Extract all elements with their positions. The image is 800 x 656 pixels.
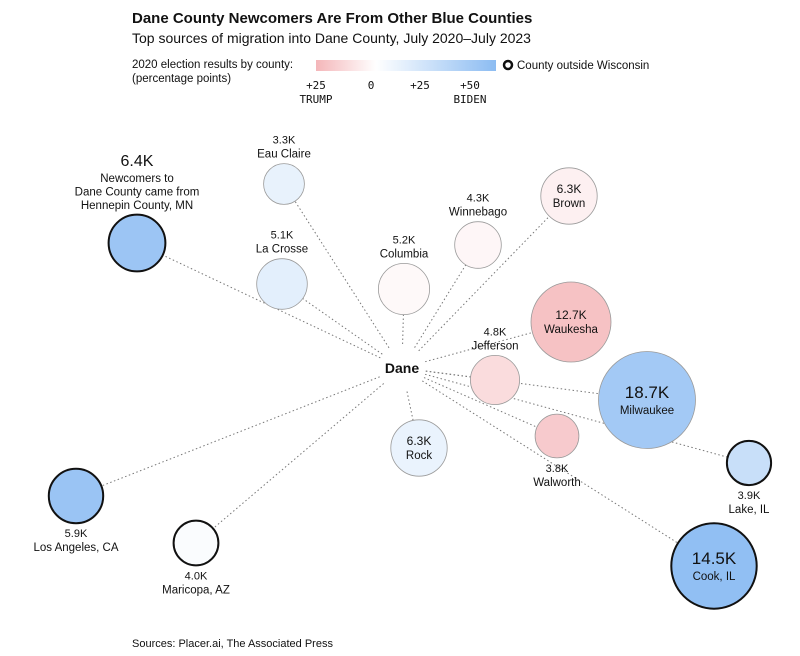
hub-label: Dane (385, 360, 419, 376)
legend-tick-trump25: +25 (306, 79, 326, 92)
node-jefferson: 4.8K Jefferson (469, 326, 520, 405)
county-nodes: 3.3K Eau Claire 6.4K Newcomers to Dane Count… (33, 135, 773, 610)
sources-note: Sources: Placer.ai, The Associated Press (132, 638, 333, 650)
legend: 2020 election results by county: (percen… (132, 59, 649, 106)
node-la-crosse: 5.1K La Crosse (256, 230, 308, 310)
name-label-hennepin-county-mn: Newcomers to Dane County came from Hennepi… (75, 173, 200, 212)
name-label-la-crosse: La Crosse (256, 244, 308, 256)
link-winnebago (414, 264, 467, 348)
value-label-columbia: 5.2K (393, 234, 416, 246)
bubble-walworth (534, 413, 580, 459)
value-label-brown: 6.3K (557, 182, 582, 196)
link-brown (418, 215, 550, 352)
value-label-walworth: 3.8K (546, 463, 569, 475)
bubble-eau-claire (263, 163, 305, 205)
name-label-cook-il: Cook, IL (693, 571, 736, 583)
link-maricopa-az (212, 383, 385, 529)
value-label-winnebago: 4.3K (467, 193, 490, 205)
legend-biden-label: BIDEN (453, 93, 486, 106)
value-label-la-crosse: 5.1K (271, 230, 294, 242)
name-label-milwaukee: Milwaukee (620, 405, 674, 417)
value-label-los-angeles-ca: 5.9K (65, 528, 88, 540)
node-lake-il: 3.9K Lake, IL (725, 439, 773, 516)
link-los-angeles-ca (101, 376, 380, 487)
bubble-brown (540, 167, 598, 225)
name-label-walworth: Walworth (533, 477, 581, 489)
name-label-waukesha: Waukesha (544, 324, 599, 336)
node-hennepin-county-mn: 6.4K Newcomers to Dane County came from Hen… (75, 153, 200, 273)
node-eau-claire: 3.3K Eau Claire (257, 135, 311, 205)
legend-scale-unit: (percentage points) (132, 73, 231, 85)
link-eau-claire (294, 200, 390, 349)
node-rock: 6.3K Rock (390, 419, 448, 477)
value-label-eau-claire: 3.3K (273, 135, 296, 147)
bubble-waukesha (530, 281, 612, 363)
name-label-winnebago: Winnebago (449, 207, 507, 219)
legend-tick-biden50: +50 (460, 79, 480, 92)
link-milwaukee (425, 370, 599, 395)
node-walworth: 3.8K Walworth (533, 413, 581, 489)
value-label-milwaukee: 18.7K (625, 383, 670, 402)
node-winnebago: 4.3K Winnebago (449, 193, 507, 269)
bubble-hennepin-county-mn (107, 213, 167, 273)
name-label-jefferson: Jefferson (471, 340, 518, 352)
node-milwaukee: 18.7K Milwaukee (598, 351, 696, 449)
value-label-jefferson: 4.8K (484, 326, 507, 338)
link-walworth (423, 377, 538, 428)
name-label-rock: Rock (406, 450, 432, 462)
bubble-lake-il (725, 439, 773, 487)
legend-outside-wi-label: County outside Wisconsin (517, 60, 649, 72)
node-cook-il: 14.5K Cook, IL (670, 522, 758, 610)
legend-tick-zero: 0 (368, 79, 375, 92)
link-columbia (402, 314, 404, 345)
name-label-eau-claire: Eau Claire (257, 149, 311, 161)
bubble-rock (390, 419, 448, 477)
name-label-los-angeles-ca: Los Angeles, CA (33, 542, 118, 554)
node-waukesha: 12.7K Waukesha (530, 281, 612, 363)
value-label-waukesha: 12.7K (555, 308, 586, 322)
node-los-angeles-ca: 5.9K Los Angeles, CA (33, 467, 119, 554)
node-maricopa-az: 4.0K Maricopa, AZ (162, 519, 230, 596)
name-label-lake-il: Lake, IL (729, 504, 771, 516)
legend-outside-wi-marker (502, 59, 514, 71)
legend-trump-label: TRUMP (299, 93, 332, 106)
link-rock (406, 391, 414, 421)
value-label-maricopa-az: 4.0K (185, 570, 208, 582)
bubble-los-angeles-ca (47, 467, 105, 525)
link-waukesha (425, 332, 533, 363)
legend-scale-label: 2020 election results by county: (132, 59, 293, 71)
chart-subtitle: Top sources of migration into Dane Count… (132, 30, 531, 46)
link-cook-il (422, 380, 679, 544)
name-label-columbia: Columbia (380, 248, 429, 260)
value-label-rock: 6.3K (407, 434, 432, 448)
bubble-jefferson (469, 354, 520, 405)
bubble-winnebago (454, 221, 502, 269)
legend-tick-biden25: +25 (410, 79, 430, 92)
bubble-la-crosse (256, 258, 308, 310)
value-label-lake-il: 3.9K (738, 490, 761, 502)
name-label-maricopa-az: Maricopa, AZ (162, 584, 230, 596)
link-la-crosse (302, 298, 383, 355)
bubble-maricopa-az (172, 519, 220, 567)
node-columbia: 5.2K Columbia (377, 234, 430, 315)
bubble-cook-il (670, 522, 758, 610)
bubble-milwaukee (598, 351, 696, 449)
legend-color-ramp (316, 60, 496, 71)
value-label-cook-il: 14.5K (692, 549, 737, 568)
node-brown: 6.3K Brown (540, 167, 598, 225)
link-jefferson (425, 370, 471, 378)
value-label-hennepin-county-mn: 6.4K (121, 153, 154, 170)
bubble-columbia (377, 262, 430, 315)
chart-title: Dane County Newcomers Are From Other Blu… (132, 10, 532, 27)
name-label-brown: Brown (553, 198, 586, 210)
